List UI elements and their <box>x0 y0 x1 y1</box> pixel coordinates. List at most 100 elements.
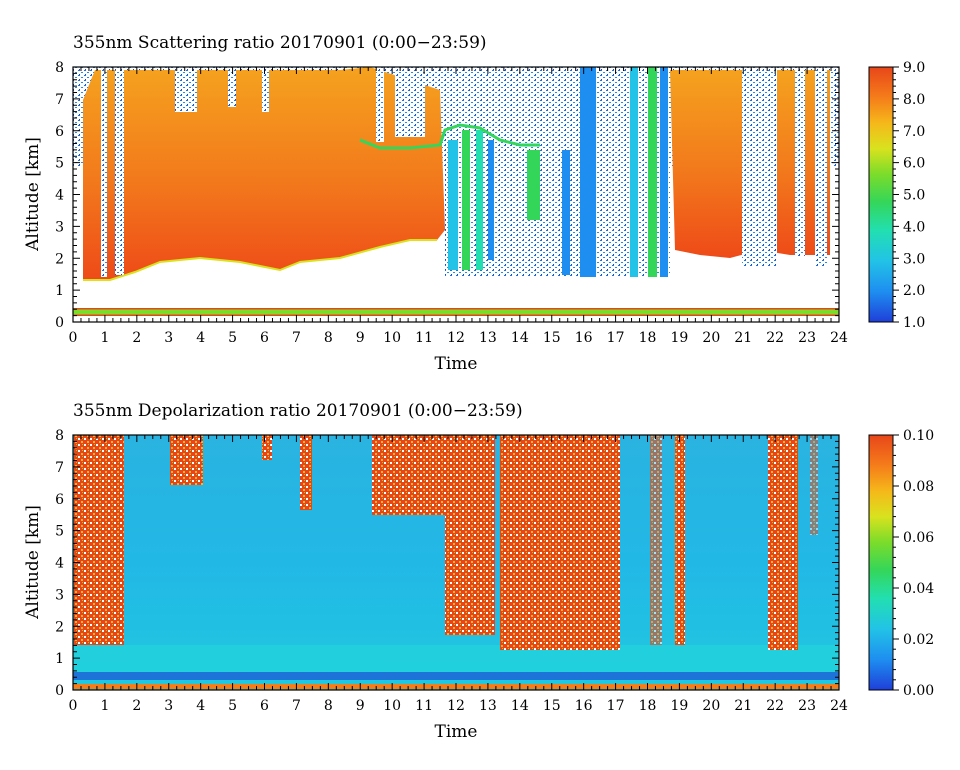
gap <box>815 67 827 267</box>
colorbar-ticks: 1.0 2.0 3.0 4.0 5.0 6.0 7.0 8.0 9.0 <box>893 60 925 331</box>
y-axis-label: Altitude [km] <box>23 137 43 252</box>
colorbar-tick-label: 0.08 <box>903 479 934 495</box>
x-tick-label: 2 <box>132 698 141 714</box>
surface-layer <box>73 309 839 315</box>
colorbar-tick-label: 3.0 <box>903 251 925 267</box>
y-tick-label: 4 <box>55 188 64 204</box>
x-tick-label: 11 <box>415 330 433 346</box>
y-tick-label: 2 <box>55 251 64 267</box>
y-tick-label: 1 <box>55 651 64 667</box>
cloud-column <box>648 67 657 277</box>
cloud-column <box>580 67 596 277</box>
gap <box>115 67 124 275</box>
depol-column <box>650 435 662 645</box>
y-tick-label: 3 <box>55 219 64 235</box>
depol-column <box>170 435 203 485</box>
cloud-column <box>660 67 668 277</box>
x-tick-label: 18 <box>639 330 657 346</box>
x-tick-label: 16 <box>575 698 593 714</box>
x-tick-label: 16 <box>575 330 593 346</box>
x-tick-label: 5 <box>228 698 237 714</box>
x-axis: 0 1 2 3 4 5 6 7 8 9 10 11 12 13 14 15 16 17 18 19 20 21 22 23 24 <box>69 435 848 714</box>
colorbar <box>868 434 894 691</box>
gap <box>228 67 236 107</box>
depol-column <box>372 435 452 515</box>
gap <box>262 67 269 112</box>
y-tick-label: 6 <box>55 124 64 140</box>
x-tick-label: 17 <box>607 698 625 714</box>
y-axis-label: Altitude [km] <box>23 505 43 620</box>
surface-layer-edge <box>73 308 839 310</box>
y-tick-label: 2 <box>55 619 64 635</box>
depol-column <box>445 435 495 635</box>
x-tick-label: 15 <box>543 330 561 346</box>
panel-title: 355nm Scattering ratio 20170901 (0:00−23… <box>73 33 487 53</box>
colorbar-ticks: 0.00 0.02 0.04 0.06 0.08 0.10 <box>893 428 934 699</box>
x-tick-label: 20 <box>702 330 720 346</box>
depol-column <box>675 435 685 645</box>
x-tick-label: 12 <box>447 330 465 346</box>
y-tick-label: 4 <box>55 556 64 572</box>
x-tick-label: 1 <box>100 330 109 346</box>
cloud-layer <box>83 67 445 280</box>
cloud-column <box>488 140 494 260</box>
cloud-column <box>476 130 483 270</box>
x-tick-label: 13 <box>479 330 497 346</box>
y-tick-label: 0 <box>55 315 64 331</box>
y-tick-label: 8 <box>55 60 64 76</box>
colorbar-tick-label: 6.0 <box>903 156 925 172</box>
y-tick-label: 7 <box>55 460 64 476</box>
colorbar-tick-label: 0.00 <box>903 683 934 699</box>
x-tick-label: 23 <box>798 330 816 346</box>
depol-column <box>500 435 620 650</box>
x-tick-label: 8 <box>324 698 333 714</box>
y-axis: 0 1 2 3 4 5 6 7 8 <box>55 60 839 331</box>
x-tick-label: 15 <box>543 698 561 714</box>
colorbar-tick-label: 2.0 <box>903 283 925 299</box>
x-tick-label: 14 <box>511 330 529 346</box>
panel-scattering-ratio: 355nm Scattering ratio 20170901 (0:00−23… <box>23 33 925 374</box>
y-tick-label: 5 <box>55 524 64 540</box>
gap <box>795 67 805 257</box>
x-tick-label: 24 <box>830 698 848 714</box>
cloud-top-edge <box>359 123 540 150</box>
y-tick-label: 6 <box>55 492 64 508</box>
cloud-base-edge <box>83 239 437 281</box>
cloud-column <box>448 140 458 270</box>
y-tick-label: 3 <box>55 587 64 603</box>
gap <box>175 67 197 112</box>
colorbar <box>868 66 894 323</box>
y-tick-label: 5 <box>55 156 64 172</box>
x-tick-label: 3 <box>164 330 173 346</box>
blue-band <box>73 672 839 680</box>
cloud-column <box>562 150 570 275</box>
x-tick-label: 19 <box>671 330 689 346</box>
x-tick-label: 10 <box>383 698 401 714</box>
x-tick-label: 19 <box>671 698 689 714</box>
heatmap-plot <box>73 67 839 322</box>
colorbar-tick-label: 0.06 <box>903 530 934 546</box>
x-axis: 0 1 2 3 4 5 6 7 8 9 10 11 12 13 14 15 16 17 18 19 20 21 22 23 24 <box>69 67 848 346</box>
heatmap-plot <box>73 435 839 690</box>
cloud-column <box>462 130 470 270</box>
colorbar-tick-label: 9.0 <box>903 60 925 76</box>
x-tick-label: 3 <box>164 698 173 714</box>
y-axis: 0 1 2 3 4 5 6 7 8 <box>55 428 839 699</box>
x-tick-label: 22 <box>766 698 784 714</box>
x-tick-label: 24 <box>830 330 848 346</box>
depol-column <box>262 435 272 460</box>
cloud-column <box>630 67 638 277</box>
x-tick-label: 12 <box>447 698 465 714</box>
y-tick-label: 1 <box>55 283 64 299</box>
x-tick-label: 4 <box>196 330 205 346</box>
colorbar-tick-label: 4.0 <box>903 219 925 235</box>
x-tick-label: 21 <box>734 698 752 714</box>
colorbar-tick-label: 8.0 <box>903 92 925 108</box>
gap <box>742 67 777 267</box>
x-tick-label: 1 <box>100 698 109 714</box>
cloud-column <box>527 150 540 220</box>
x-tick-label: 2 <box>132 330 141 346</box>
x-tick-label: 14 <box>511 698 529 714</box>
depol-column <box>810 435 818 535</box>
